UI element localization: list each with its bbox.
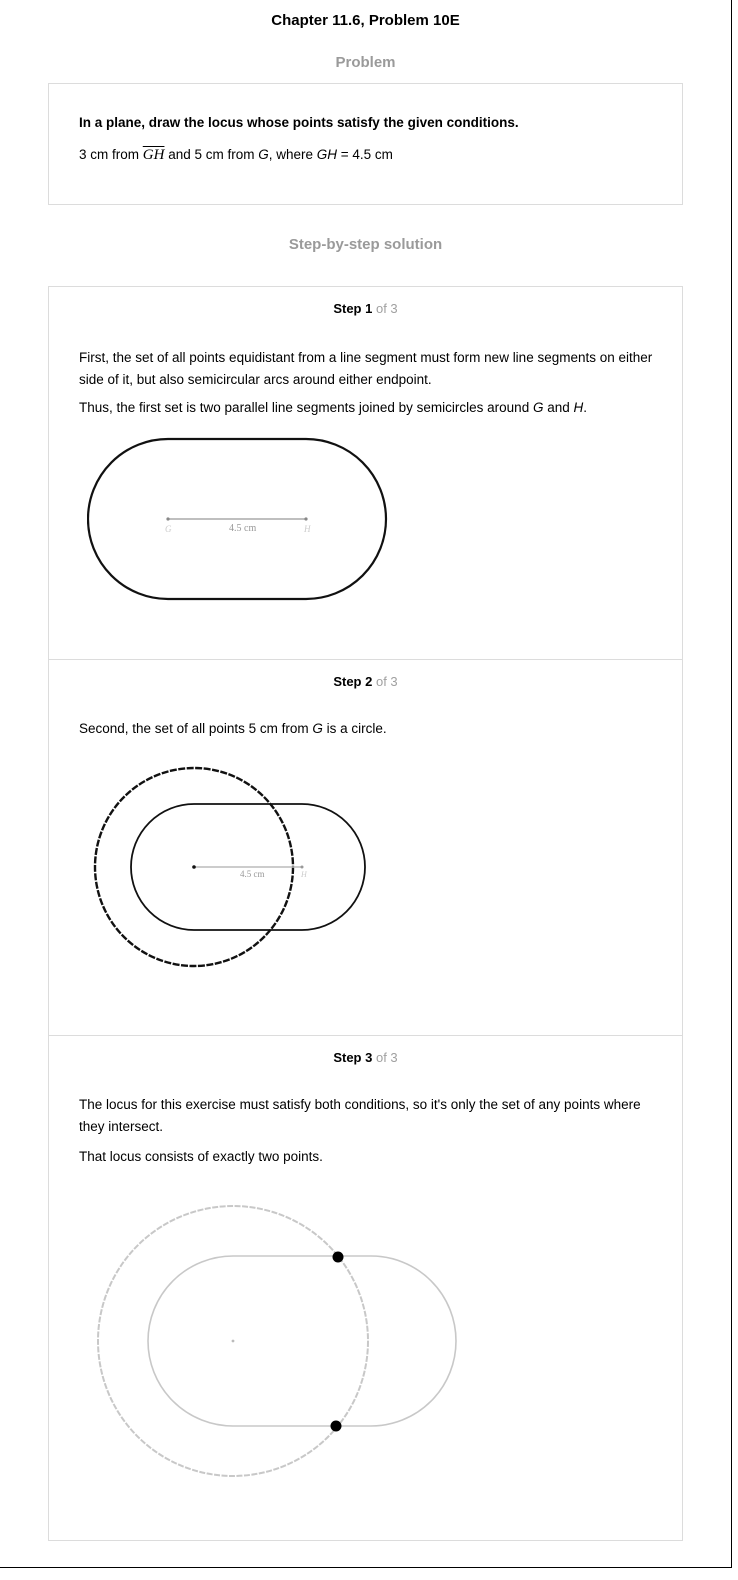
point-g [166,517,170,521]
step-3-header: Step 3 of 3 [333,1050,398,1065]
step-3: Step 3 of 3 The locus for this exercise … [49,1035,682,1541]
intersection-point-bottom [330,1420,342,1432]
segment-length-label: 4.5 cm [240,869,265,879]
step-2: Step 2 of 3 Second, the set of all point… [49,659,682,1036]
stadium-locus [87,437,388,601]
page-title: Chapter 11.6, Problem 10E [271,12,460,29]
point-h [304,517,308,521]
step-3-paragraph-1: The locus for this exercise must satisfy… [79,1097,641,1134]
problem-heading: Problem [335,54,396,71]
step-3-paragraph-2: That locus consists of exactly two point… [79,1149,323,1164]
segment-gh: GH [142,147,165,163]
point-h-label: H [303,524,311,534]
step-2-figure: 4.5 cm H [93,766,366,968]
step-1: Step 1 of 3 First, the set of all points… [49,287,682,659]
point-g-label: G [165,524,172,534]
solution-heading: Step-by-step solution [288,236,443,253]
step-2-header: Step 2 of 3 [333,674,398,689]
point-g [231,1339,235,1343]
step-3-figure [97,1205,457,1477]
point-h [300,865,304,869]
point-g [192,865,196,869]
step-1-paragraph-1: First, the set of all points equidistant… [79,350,653,387]
stadium-locus [130,803,366,931]
segment-length-label: 4.5 cm [229,523,256,534]
problem-statement: In a plane, draw the locus whose points … [79,115,519,130]
step-1-header: Step 1 of 3 [333,301,398,316]
step-1-figure: 4.5 cm G H [87,437,388,601]
intersection-point-top [332,1251,344,1263]
step-2-paragraph-1: Second, the set of all points 5 cm from … [79,721,387,736]
point-h-label: H [300,870,308,879]
problem-box: In a plane, draw the locus whose points … [48,83,683,205]
circle-5cm-around-g [97,1205,369,1477]
step-1-paragraph-2: Thus, the first set is two parallel line… [79,400,588,415]
problem-condition: 3 cm from GH and 5 cm from G, where GH =… [79,147,393,163]
steps-box: Step 1 of 3 First, the set of all points… [48,286,683,1541]
stadium-locus [147,1255,457,1427]
